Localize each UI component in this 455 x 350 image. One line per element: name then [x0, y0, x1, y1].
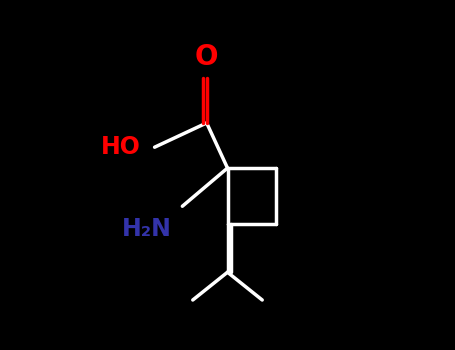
Text: O: O [195, 43, 218, 71]
Text: HO: HO [101, 135, 141, 159]
Text: H₂N: H₂N [122, 217, 172, 241]
